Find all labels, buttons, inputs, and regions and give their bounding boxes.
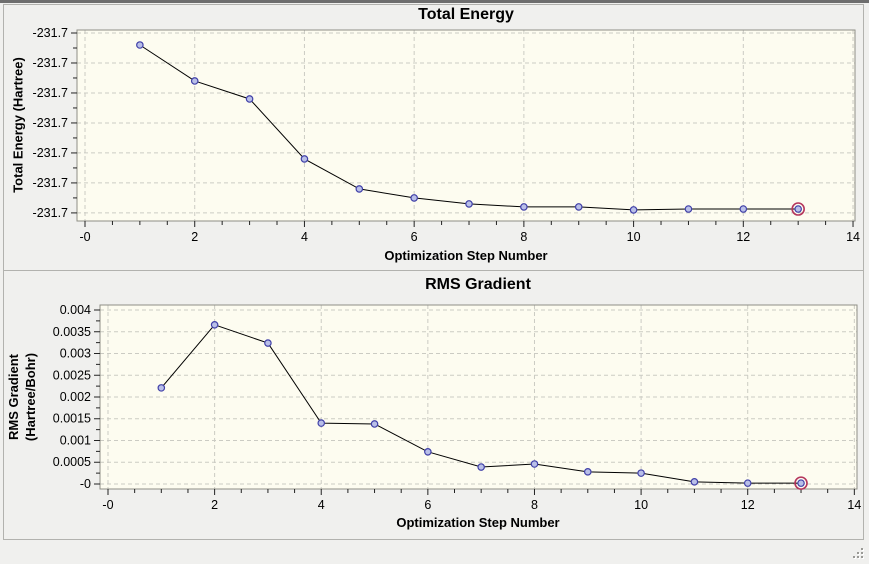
y-tick-label: 0.0015 (53, 412, 91, 426)
plot-frame (76, 29, 856, 222)
y-tick-label: -231.7 (33, 56, 68, 70)
data-point[interactable] (690, 478, 699, 486)
x-tick-label: 6 (411, 230, 418, 244)
y-tick-label: 0.003 (60, 347, 91, 361)
x-tick-label: 2 (211, 498, 218, 512)
data-point[interactable] (300, 155, 309, 163)
y-tick-label: -231.7 (33, 116, 68, 130)
x-tick-label: 12 (736, 230, 750, 244)
data-point[interactable] (210, 320, 219, 329)
data-point[interactable] (520, 203, 528, 211)
y-tick-label: 0.0025 (53, 368, 91, 382)
data-point[interactable] (629, 206, 638, 214)
data-point[interactable] (317, 419, 326, 427)
charts-panel (3, 4, 864, 540)
selected-point-ring (794, 476, 808, 490)
data-point[interactable] (477, 463, 485, 471)
data-point[interactable] (465, 200, 473, 208)
data-point[interactable] (637, 469, 645, 477)
data-point[interactable] (355, 185, 364, 193)
y-tick-label: 0.004 (60, 303, 91, 317)
rms-gradient-xaxis-title: Optimization Step Number (396, 515, 560, 530)
y-tick-label: -231.7 (33, 176, 68, 190)
data-point[interactable] (574, 203, 583, 211)
x-tick-label: 10 (627, 230, 641, 244)
data-point[interactable] (370, 420, 379, 428)
resize-grip-icon[interactable] (852, 547, 865, 560)
rms-gradient-plot[interactable]: -0 2 4 6 8 10 12 14 0.004 0.0035 0.003 0.0025 0.002 0… (53, 303, 862, 512)
x-tick-label: 4 (318, 498, 325, 512)
x-tick-label: 8 (520, 230, 527, 244)
total-energy-xaxis-title: Optimization Step Number (384, 248, 548, 263)
plot-area (77, 30, 855, 221)
x-tick-label: 4 (301, 230, 308, 244)
y-tick-label: 0.0035 (53, 325, 91, 339)
x-tick-label: 14 (846, 230, 860, 244)
data-point[interactable] (190, 77, 199, 85)
x-tick-label: 12 (741, 498, 755, 512)
window-top-edge (0, 0, 869, 3)
data-point[interactable] (530, 460, 539, 468)
rms-gradient-title: RMS Gradient (425, 276, 531, 293)
y-tick-label: -231.7 (33, 146, 68, 160)
x-tick-label: 8 (531, 498, 538, 512)
total-energy-plot[interactable]: -0 2 4 6 8 10 12 14 -231.7 -231.7 -231.7 -231.7 -231… (33, 26, 860, 244)
charts-divider (4, 270, 863, 271)
total-energy-title: Total Energy (418, 6, 514, 23)
y-tick-label: 0.002 (60, 390, 91, 404)
data-point[interactable] (743, 479, 752, 487)
data-point[interactable] (684, 205, 693, 213)
status-bar (0, 540, 869, 564)
y-tick-label: -231.7 (33, 86, 68, 100)
y-tick-label: 0.0005 (53, 455, 91, 469)
rms-gradient-yaxis-title-text: RMS Gradient (Hartree/Bohr) (6, 352, 38, 442)
total-energy-yaxis-title-text: Total Energy (Hartree) (10, 57, 26, 193)
x-tick-label: 14 (847, 498, 861, 512)
data-point[interactable] (136, 41, 144, 49)
data-point[interactable] (245, 95, 254, 103)
data-point[interactable] (583, 468, 592, 476)
data-point[interactable] (410, 194, 418, 202)
selected-point-ring (791, 202, 805, 216)
x-tick-label: 2 (191, 230, 198, 244)
data-point[interactable] (739, 205, 748, 213)
y-tick-label: -231.7 (33, 26, 68, 40)
y-tick-label: 0.001 (60, 433, 91, 447)
x-tick-label: -0 (102, 498, 113, 512)
data-point[interactable] (157, 384, 166, 392)
y-tick-label: -231.7 (33, 206, 68, 220)
y-tick-label: -0 (80, 477, 91, 491)
data-point[interactable] (797, 479, 805, 487)
data-point[interactable] (264, 339, 272, 347)
x-tick-label: -0 (79, 230, 90, 244)
data-point[interactable] (794, 205, 802, 213)
data-point[interactable] (424, 448, 432, 456)
x-tick-label: 6 (424, 498, 431, 512)
x-tick-label: 10 (634, 498, 648, 512)
